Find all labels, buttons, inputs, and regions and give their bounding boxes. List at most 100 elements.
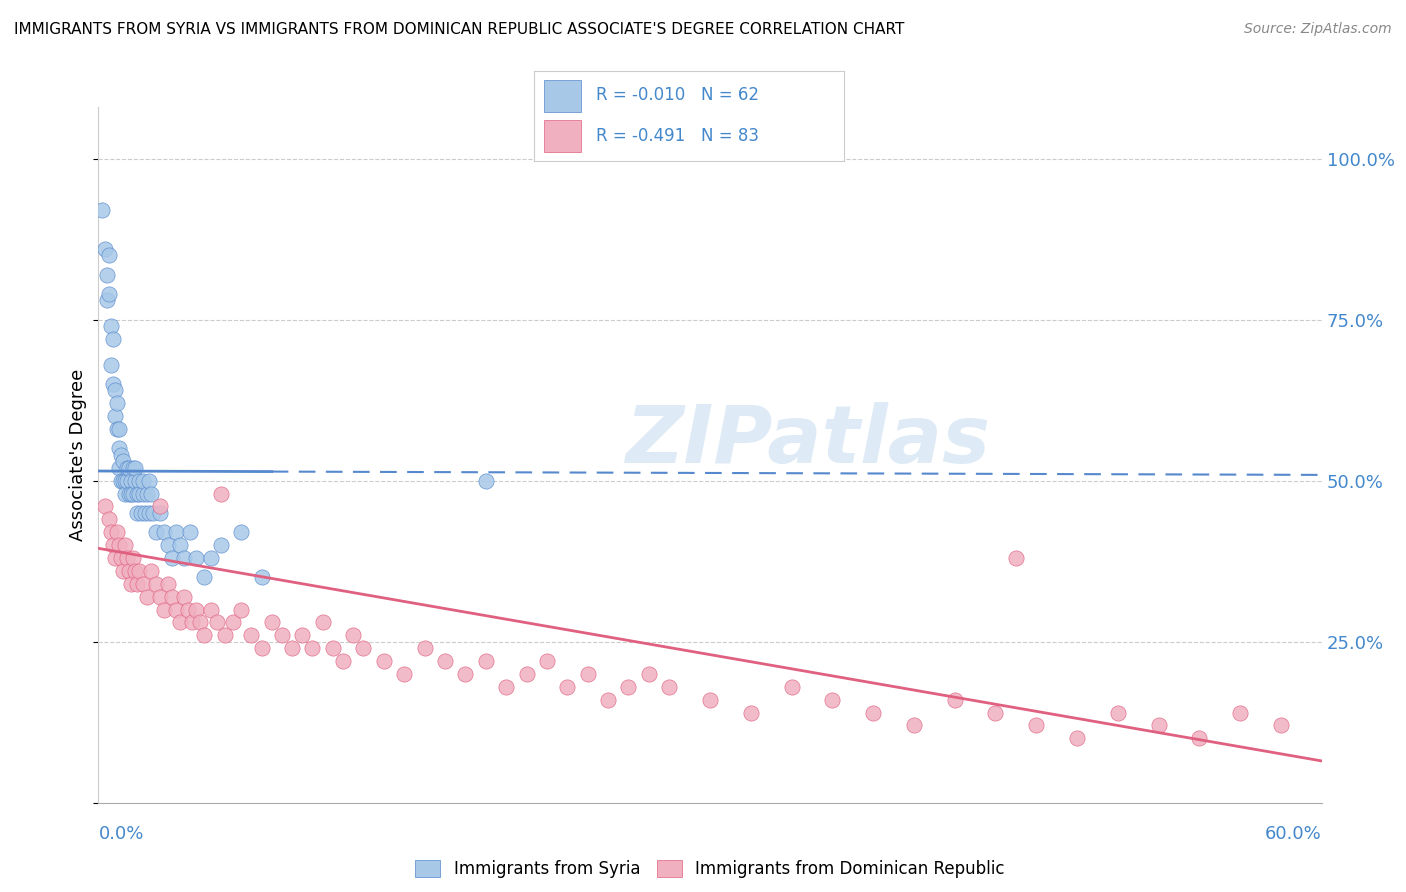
Point xyxy=(100,319,122,334)
Point xyxy=(114,538,136,552)
Point xyxy=(214,628,236,642)
Point xyxy=(104,409,127,424)
Point xyxy=(250,641,273,656)
Point xyxy=(110,474,132,488)
Point xyxy=(105,525,128,540)
Point xyxy=(115,474,138,488)
Point xyxy=(110,448,132,462)
Text: 0.0%: 0.0% xyxy=(98,825,143,843)
Point xyxy=(128,486,150,500)
Point xyxy=(231,602,253,616)
Point xyxy=(495,680,517,694)
Point xyxy=(1188,731,1211,746)
Point xyxy=(205,615,228,630)
Point xyxy=(186,602,208,616)
Point xyxy=(169,538,191,552)
Point xyxy=(780,680,803,694)
Point xyxy=(145,525,167,540)
Point xyxy=(165,525,187,540)
Point xyxy=(120,474,142,488)
Point xyxy=(169,615,191,630)
Point xyxy=(101,332,124,346)
Point xyxy=(250,570,273,584)
Point xyxy=(179,525,201,540)
Point xyxy=(200,602,222,616)
Point xyxy=(557,680,579,694)
Point xyxy=(638,667,661,681)
Point xyxy=(134,506,156,520)
Point xyxy=(821,692,844,706)
Point xyxy=(115,460,138,475)
Text: ZIPatlas: ZIPatlas xyxy=(626,402,990,480)
Point xyxy=(128,564,150,578)
Point xyxy=(598,692,620,706)
Point xyxy=(231,525,253,540)
Point xyxy=(160,590,183,604)
Point xyxy=(108,460,131,475)
Point xyxy=(115,551,138,566)
Point xyxy=(291,628,314,642)
Point xyxy=(136,590,159,604)
Point xyxy=(617,680,640,694)
Point xyxy=(138,506,160,520)
Point xyxy=(101,377,124,392)
Point xyxy=(136,486,159,500)
Bar xyxy=(544,80,581,112)
Point xyxy=(270,628,294,642)
Point xyxy=(1270,718,1292,732)
Legend: Immigrants from Syria, Immigrants from Dominican Republic: Immigrants from Syria, Immigrants from D… xyxy=(409,854,1011,885)
Point xyxy=(342,628,364,642)
Point xyxy=(392,667,416,681)
Point xyxy=(141,486,163,500)
Point xyxy=(142,506,165,520)
Point xyxy=(101,538,124,552)
Point xyxy=(104,384,127,398)
Point xyxy=(181,615,204,630)
Point xyxy=(110,551,132,566)
Text: 60.0%: 60.0% xyxy=(1265,825,1322,843)
Point xyxy=(301,641,323,656)
Point xyxy=(281,641,304,656)
Point xyxy=(1066,731,1088,746)
Text: IMMIGRANTS FROM SYRIA VS IMMIGRANTS FROM DOMINICAN REPUBLIC ASSOCIATE'S DEGREE C: IMMIGRANTS FROM SYRIA VS IMMIGRANTS FROM… xyxy=(14,22,904,37)
Point xyxy=(200,551,222,566)
Point xyxy=(173,590,195,604)
Point xyxy=(120,576,142,591)
Point xyxy=(1229,706,1251,720)
Point xyxy=(312,615,335,630)
Point xyxy=(96,268,118,282)
Point xyxy=(124,564,146,578)
Point xyxy=(516,667,538,681)
Point xyxy=(145,576,167,591)
Point xyxy=(209,486,232,500)
Point xyxy=(186,551,208,566)
Point xyxy=(122,486,145,500)
Point xyxy=(222,615,245,630)
Point xyxy=(240,628,263,642)
Point xyxy=(177,602,200,616)
Point xyxy=(129,506,152,520)
Point xyxy=(474,474,498,488)
Point xyxy=(699,692,721,706)
Point xyxy=(474,654,498,668)
Point xyxy=(352,641,374,656)
Point xyxy=(862,706,884,720)
Point xyxy=(120,486,142,500)
Point xyxy=(209,538,232,552)
Point xyxy=(141,564,163,578)
Point xyxy=(1147,718,1170,732)
Point xyxy=(943,692,966,706)
Point xyxy=(260,615,283,630)
Point xyxy=(132,576,155,591)
Point xyxy=(149,590,172,604)
Point xyxy=(373,654,395,668)
Point xyxy=(108,538,131,552)
Point xyxy=(149,500,172,514)
Point xyxy=(173,551,195,566)
Point xyxy=(111,564,134,578)
Point xyxy=(160,551,183,566)
Point xyxy=(138,474,160,488)
Text: R = -0.010   N = 62: R = -0.010 N = 62 xyxy=(596,87,759,104)
Point xyxy=(118,486,141,500)
Point xyxy=(156,576,179,591)
